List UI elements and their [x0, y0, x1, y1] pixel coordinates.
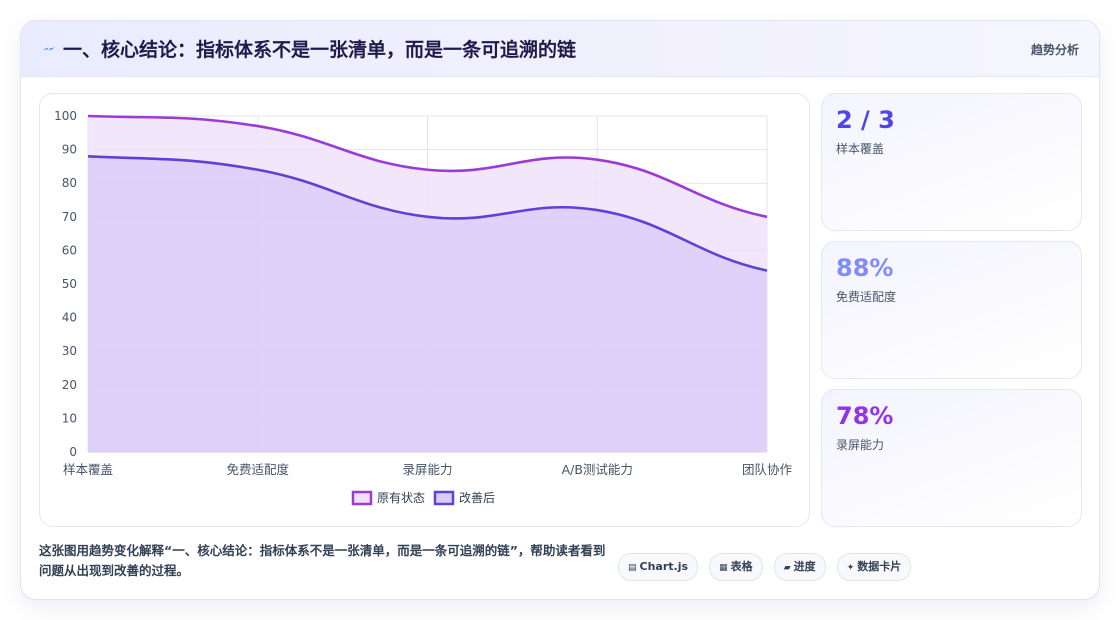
- tag-label: 进度: [793, 560, 816, 573]
- y-tick-label: 40: [62, 311, 77, 325]
- y-tick-label: 0: [69, 445, 77, 459]
- legend-swatch-2: [433, 490, 455, 506]
- y-tick-label: 100: [54, 109, 77, 123]
- page-title: 一、核心结论：指标体系不是一张清单，而是一条可追溯的链: [63, 39, 577, 61]
- y-tick-label: 80: [62, 176, 77, 190]
- tag-progress[interactable]: ▰ 进度: [773, 553, 826, 581]
- area-chart: 0 10 20 30 40 50 60 70 80 90 100 样本覆盖 免费适配度 录屏能力 A/B测试…: [54, 109, 793, 506]
- tag-label: Chart.js: [639, 560, 689, 573]
- x-tick-label: 样本覆盖: [63, 462, 113, 477]
- stat-label: 样本覆盖: [836, 142, 885, 156]
- series-line-2: [87, 155, 768, 272]
- table-icon: ▦: [719, 563, 728, 573]
- stat-value: 78%: [836, 402, 894, 430]
- x-tick-label: 录屏能力: [402, 462, 452, 477]
- series-area-2: [88, 156, 767, 452]
- x-tick-label: 团队协作: [742, 462, 793, 477]
- x-tick-label: A/B测试能力: [562, 462, 633, 477]
- stat-card-recording: 78% 录屏能力: [821, 389, 1082, 527]
- stat-label: 录屏能力: [836, 438, 885, 452]
- y-tick-label: 30: [62, 344, 77, 358]
- tag-chartjs[interactable]: ▤ Chart.js: [618, 553, 699, 581]
- chart-description: 这张图用趋势变化解释“一、核心结论：指标体系不是一张清单，而是一条可追溯的链”，…: [39, 543, 606, 578]
- y-tick-label: 70: [62, 210, 77, 224]
- y-tick-label: 50: [62, 277, 77, 291]
- stat-card-free-fit: 88% 免费适配度: [821, 241, 1082, 379]
- y-tick-label: 90: [62, 143, 77, 157]
- y-tick-label: 10: [62, 411, 77, 425]
- series-line-1: [87, 114, 768, 219]
- y-tick-label: 60: [62, 243, 77, 257]
- legend-label-1: 原有状态: [377, 491, 425, 505]
- chart-icon: ▤: [628, 563, 637, 573]
- stat-value: 88%: [836, 254, 894, 282]
- stat-value: 2 / 3: [836, 106, 895, 134]
- trend-card: 一、核心结论：指标体系不是一张清单，而是一条可追溯的链 趋势分析 0 10 20 30…: [20, 20, 1100, 600]
- legend-swatch-1: [351, 490, 373, 506]
- stat-label: 免费适配度: [836, 290, 897, 304]
- tag-data-card[interactable]: ✦ 数据卡片: [836, 553, 912, 581]
- lightning-icon: [43, 47, 55, 51]
- stat-card-sample-coverage: 2 / 3 样本覆盖: [821, 93, 1082, 231]
- x-tick-label: 免费适配度: [226, 462, 289, 477]
- tag-label: 数据卡片: [857, 560, 902, 573]
- tag-label: 表格: [730, 560, 753, 573]
- sparkle-icon: ✦: [846, 563, 855, 573]
- trend-analysis-label: 趋势分析: [1030, 43, 1079, 57]
- y-tick-label: 20: [62, 378, 77, 392]
- progress-icon: ▰: [783, 563, 791, 573]
- card-header: 一、核心结论：指标体系不是一张清单，而是一条可追溯的链 趋势分析: [21, 21, 1099, 77]
- tag-list: ▤ Chart.js ▦ 表格 ▰ 进度 ✦ 数据卡片: [618, 553, 917, 581]
- legend-label-2: 改善后: [459, 490, 495, 505]
- chart-panel: 0 10 20 30 40 50 60 70 80 90 100 样本覆盖 免费适配度 录屏能力 A/B测试…: [39, 93, 810, 527]
- tag-table[interactable]: ▦ 表格: [709, 553, 763, 581]
